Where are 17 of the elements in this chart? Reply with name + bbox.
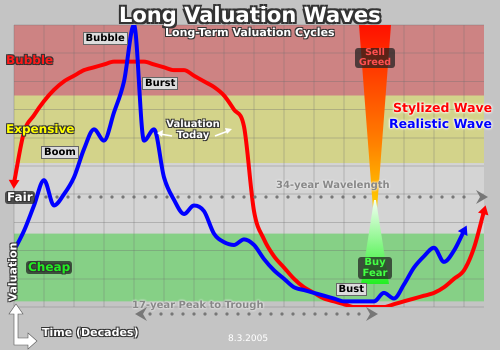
annotation: Burst (142, 76, 178, 90)
annotation: Bubble (82, 32, 128, 44)
band-label: Cheap (26, 260, 72, 274)
text: Stylized Wave (393, 100, 492, 115)
text: Realistic Wave (389, 116, 492, 131)
annotation: Buy Fear (358, 257, 392, 279)
chart-title: Long Valuation Waves (119, 2, 381, 27)
annotation: Boom (41, 146, 79, 158)
chart-subtitle: Long-Term Valuation Cycles (165, 26, 335, 40)
annotation: Bust (336, 282, 367, 296)
text: 8.3.2005 (228, 334, 268, 345)
annotation: Valuation Today (165, 119, 221, 141)
y-axis-title: Valuation (6, 242, 19, 302)
ref-line-label: Fair (5, 190, 35, 204)
x-axis-title: Time (Decades) (42, 326, 138, 340)
annotation: 17-year Peak to Trough (132, 300, 264, 310)
annotation: Sell Greed (355, 46, 395, 68)
